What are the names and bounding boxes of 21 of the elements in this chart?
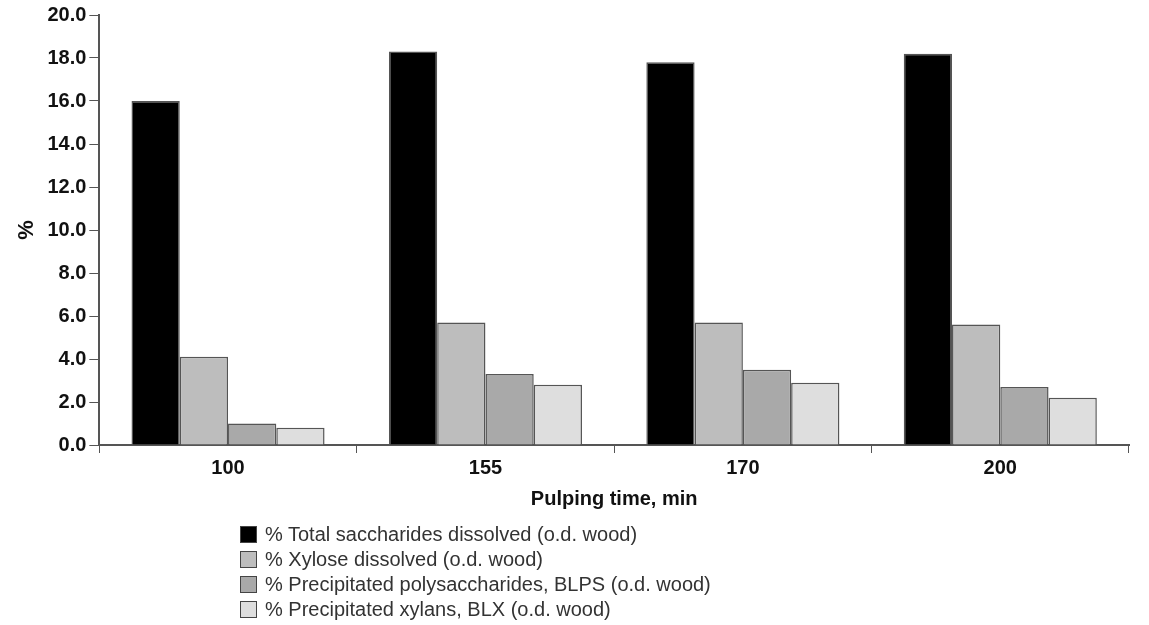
x-tick-label: 100 [211, 455, 245, 478]
x-axis-title: Pulping time, min [530, 486, 698, 509]
y-tick-label: 8.0 [58, 260, 87, 283]
x-tick-label: 200 [983, 455, 1017, 478]
legend-label: % Precipitated polysaccharides, BLPS (o.d. wood) [265, 572, 711, 597]
y-tick-label: 4.0 [58, 346, 87, 369]
y-tick-label: 2.0 [58, 389, 87, 412]
y-tick-label: 0.0 [58, 432, 87, 455]
y-tick-label: 6.0 [58, 303, 87, 326]
x-tick-label: 155 [468, 455, 503, 478]
x-tick-label: 170 [726, 455, 760, 478]
y-axis-title: % [13, 220, 39, 240]
y-tick-label: 14.0 [47, 131, 87, 154]
y-tick-label: 20.0 [47, 2, 87, 25]
y-tick-label: 16.0 [47, 88, 87, 111]
legend-label: % Xylose dissolved (o.d. wood) [265, 547, 543, 572]
legend-label: % Total saccharides dissolved (o.d. wood) [265, 522, 638, 547]
y-tick-label: 12.0 [47, 174, 87, 197]
legend-label: % Precipitated xylans, BLX (o.d. wood) [265, 597, 611, 622]
y-tick-label: 10.0 [47, 217, 87, 240]
y-tick-label: 18.0 [47, 45, 87, 68]
